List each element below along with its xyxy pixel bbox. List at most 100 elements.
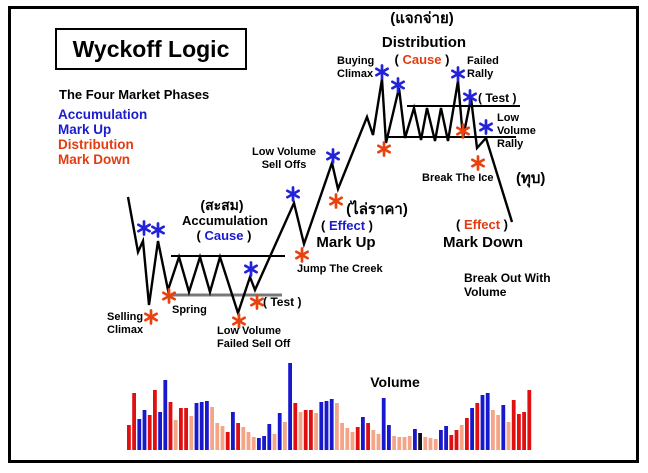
legend-item-distribution: Distribution — [58, 137, 134, 152]
volume-bar — [225, 432, 230, 450]
volume-bar — [158, 412, 162, 450]
volume-bar — [491, 410, 495, 450]
volume-bar — [485, 393, 490, 450]
volume-bar — [215, 423, 220, 450]
volume-bar — [210, 407, 214, 450]
four-phases-heading: The Four Market Phases — [59, 87, 210, 102]
volume-bar — [309, 410, 313, 450]
blue-asterisk-marker — [137, 223, 151, 233]
volume-bar — [470, 408, 474, 450]
volume-bar — [179, 408, 183, 450]
label-buying-climax: Buying Climax — [337, 55, 375, 80]
volume-bar — [189, 416, 194, 450]
red-asterisk-marker — [232, 316, 246, 326]
label-failed-rally: Failed Rally — [467, 55, 499, 80]
legend-item-accumulation: Accumulation — [58, 107, 148, 122]
label-low-volume-rally: Low Volume Rally — [497, 112, 536, 150]
red-asterisk-marker — [329, 196, 343, 206]
volume-bar — [371, 430, 376, 450]
volume-bar — [517, 414, 521, 450]
volume-bar — [231, 412, 235, 450]
volume-bar — [205, 401, 209, 450]
page-title: Wyckoff Logic — [72, 35, 230, 62]
label-break-the-ice: Break The Ice — [422, 172, 494, 184]
volume-bar — [153, 390, 157, 450]
volume-bar — [465, 418, 469, 450]
volume-bar — [199, 402, 204, 450]
volume-bar — [381, 398, 386, 450]
volume-bar — [506, 422, 511, 450]
label-selling-climax: Selling Climax — [107, 311, 144, 336]
label-distribution-cause: ( Cause ) — [394, 52, 450, 67]
volume-bar — [387, 425, 391, 450]
label-mark-up-title: Mark Up — [316, 234, 376, 251]
blue-asterisk-marker — [463, 92, 477, 102]
label-test-distribution: ( Test ) — [478, 91, 517, 105]
volume-bar — [251, 437, 256, 450]
volume-bar — [376, 434, 381, 450]
volume-bar — [314, 413, 318, 450]
label-spring: Spring — [172, 304, 207, 316]
volume-bar — [168, 402, 173, 450]
blue-asterisk-marker — [479, 122, 493, 132]
volume-bar — [511, 400, 516, 450]
label-mark-down-title: Mark Down — [442, 234, 524, 251]
volume-bar — [428, 438, 433, 450]
label-thai-accumulate: (สะสม) — [200, 197, 244, 213]
blue-asterisk-marker — [151, 225, 165, 235]
volume-bar — [241, 427, 246, 450]
volume-bar — [163, 380, 168, 450]
volume-bar — [413, 429, 417, 450]
volume-bar — [439, 430, 443, 450]
volume-bar — [350, 432, 355, 450]
volume-bar — [345, 428, 350, 450]
red-asterisk-marker — [295, 250, 309, 260]
red-asterisk-marker — [471, 158, 485, 168]
label-volume: Volume — [370, 374, 420, 390]
volume-bar — [340, 423, 344, 450]
volume-bar — [402, 437, 407, 450]
volume-bar — [324, 401, 329, 450]
red-asterisk-marker — [250, 297, 264, 307]
volume-bar — [173, 420, 178, 450]
volume-bar — [423, 437, 428, 450]
volume-bar — [459, 425, 464, 450]
volume-bar — [392, 436, 396, 450]
volume-bar — [501, 405, 506, 450]
diagram-frame — [8, 6, 639, 463]
label-accumulation-title: Accumulation — [182, 213, 268, 228]
label-jump-the-creek: Jump The Creek — [297, 263, 383, 275]
blue-asterisk-marker — [391, 80, 405, 90]
title-box: Wyckoff Logic — [55, 28, 247, 70]
label-distribution-title: Distribution — [381, 34, 467, 51]
label-effect-markup: ( Effect ) — [320, 218, 374, 233]
volume-bar — [267, 424, 272, 450]
volume-bar — [366, 423, 370, 450]
volume-bar — [527, 390, 532, 450]
volume-bar — [496, 415, 500, 450]
red-asterisk-marker — [144, 312, 158, 322]
blue-asterisk-marker — [244, 264, 258, 274]
volume-bar — [283, 422, 287, 450]
volume-bar — [319, 402, 324, 450]
volume-bar — [355, 427, 360, 450]
red-asterisk-marker — [377, 144, 391, 154]
volume-bar — [220, 426, 225, 450]
volume-bar — [418, 433, 422, 450]
label-low-volume-failed-sell-off: Low Volume Failed Sell Off — [217, 325, 291, 350]
volume-bar — [407, 436, 412, 450]
volume-bar — [132, 393, 136, 450]
volume-bar — [137, 419, 142, 450]
label-thai-chase: (ไล่ราคา) — [346, 201, 408, 218]
red-asterisk-marker — [456, 126, 470, 136]
volume-bar — [184, 408, 188, 450]
volume-bar — [449, 435, 454, 450]
volume-bar — [262, 436, 266, 450]
legend: Accumulation Mark Up Distribution Mark D… — [58, 107, 147, 167]
volume-bar — [433, 439, 438, 450]
volume-bar — [293, 403, 298, 450]
blue-asterisk-marker — [375, 67, 389, 77]
blue-asterisk-marker — [326, 151, 340, 161]
volume-bar — [361, 417, 365, 450]
volume-bar — [329, 399, 334, 450]
